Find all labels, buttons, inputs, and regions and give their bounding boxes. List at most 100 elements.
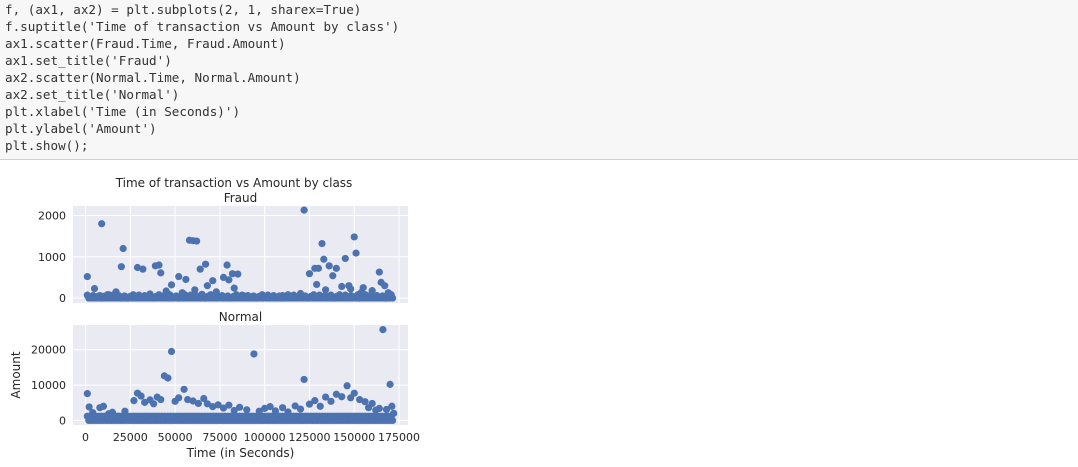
scatter-point [296,405,305,413]
y-tick-label: 0 [59,292,66,305]
x-tick-label: 50000 [158,431,193,444]
scatter-point [191,286,199,294]
scatter-point [117,263,125,271]
scatter-point [230,284,238,292]
scatter-point [386,380,394,388]
scatter-point [130,397,138,405]
scatter-point [291,402,299,410]
scatter-point [325,262,333,270]
code-line[interactable]: ax2.set_title('Normal') [5,87,180,102]
scatter-point [203,400,211,408]
code-line[interactable]: ax1.set_title('Fraud') [5,53,172,68]
scatter-point [90,284,99,293]
code-line[interactable]: plt.ylabel('Amount') [5,121,157,136]
scatter-point [196,265,204,273]
scatter-point [321,393,330,401]
scatter-point [381,282,389,290]
scatter-point [350,389,358,397]
scatter-point [316,402,324,410]
code-line[interactable]: ax1.scatter(Fraud.Time, Fraud.Amount) [5,36,286,51]
scatter-point [314,264,323,272]
scatter-point [338,282,346,291]
scatter-point [382,405,391,414]
scatter-point [83,272,91,281]
scatter-point [230,406,238,415]
scatter-point [119,244,127,253]
scatter-point [139,265,147,273]
scatter-point [180,385,188,393]
scatter-point [305,270,314,278]
y-tick-label: 1000 [38,251,66,264]
figure-title: Time of transaction vs Amount by class [115,176,353,190]
x-tick-label: 175000 [378,431,420,444]
x-axis-label: Time (in Seconds) [186,446,295,460]
scatter-point [347,285,355,293]
scatter-point [379,325,387,334]
scatter-point [341,254,349,263]
scatter-point [219,404,228,412]
scatter-point [305,400,314,408]
scatter-point [300,375,308,384]
scatter-point [313,280,321,289]
scatter-point [332,390,340,398]
scatter-point [85,403,93,411]
scatter-point [352,249,360,257]
code-cell[interactable]: f, (ax1, ax2) = plt.subplots(2, 1, share… [0,0,1078,160]
x-tick-label: 75000 [202,431,237,444]
scatter-point [225,276,233,284]
y-axis-label: Amount [9,351,23,398]
scatter-point [157,395,165,404]
scatter-point [83,389,91,398]
scatter-point [243,406,251,414]
scatter-point [150,400,158,408]
code-line[interactable]: f.suptitle('Time of transaction vs Amoun… [5,19,400,34]
scatter-point [157,269,165,277]
scatter-figure: Time of transaction vs Amount by class 0 1… [9,176,420,460]
scatter-point [99,402,108,410]
scatter-point [225,401,233,409]
scatter-point [343,382,351,390]
x-tick-label: 150000 [333,431,375,444]
code-line[interactable]: plt.show(); [5,138,89,153]
scatter-point [194,399,203,408]
scatter-point [98,220,106,228]
scatter-point [388,416,397,425]
scatter-point [359,284,367,292]
code-line[interactable]: f, (ax1, ax2) = plt.subplots(2, 1, share… [5,2,362,17]
scatter-point [214,401,222,409]
scatter-point [203,282,211,290]
x-tick-label: 125000 [288,431,330,444]
code-line[interactable]: plt.xlabel('Time (in Seconds)') [5,104,241,119]
scatter-point [250,350,258,358]
scatter-point [320,255,328,263]
x-tick-label: 25000 [113,431,148,444]
scatter-point [155,261,163,269]
scatter-point [266,403,274,411]
x-tick-label: 0 [82,431,89,444]
y-tick-label: 10000 [31,379,66,392]
scatter-point [332,264,340,272]
scatter-point [388,294,397,302]
scatter-point [209,277,217,285]
scatter-point [350,233,358,241]
scatter-point [167,347,176,356]
scatter-point [189,397,197,405]
scatter-point [228,270,237,278]
scatter-point [201,260,210,268]
scatter-point [329,272,337,280]
scatter-point [182,275,190,284]
scatter-point [375,404,383,412]
scatter-point [321,286,330,294]
scatter-point [141,398,149,406]
x-tick-label: 100000 [244,431,286,444]
scatter-point [175,272,183,281]
y-tick-label: 0 [59,414,66,427]
scatter-point [361,398,369,406]
scatter-point [375,268,383,276]
scatter-point [327,397,335,405]
y-tick-label: 2000 [38,209,66,222]
scatter-point [175,394,183,402]
scatter-point [200,394,208,403]
scatter-point [167,281,176,289]
code-line[interactable]: ax2.scatter(Normal.Time, Normal.Amount) [5,70,301,85]
